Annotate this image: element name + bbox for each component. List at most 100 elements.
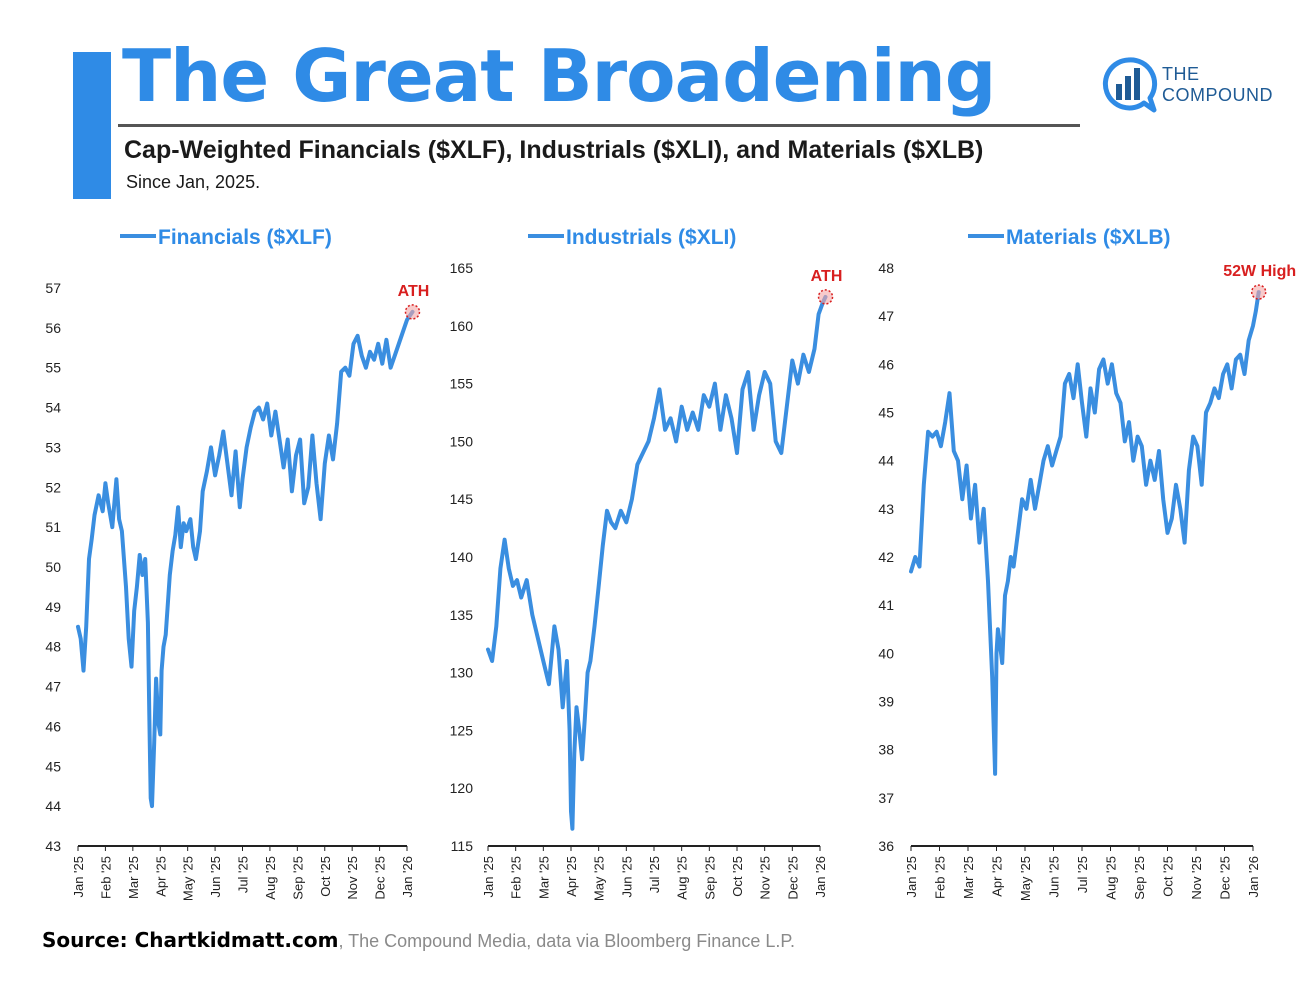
financials-xtick-label: Mar '25: [126, 856, 141, 899]
industrials-ytick-label: 130: [450, 665, 474, 681]
financials-ytick-label: 44: [45, 798, 61, 814]
logo-line-1: THE: [1162, 64, 1200, 84]
industrials-xtick-label: Jan '26: [813, 856, 828, 898]
materials-ytick-label: 38: [878, 742, 894, 758]
materials-ytick-label: 47: [878, 308, 894, 324]
industrials-xtick-label: Jul '25: [647, 856, 662, 893]
financials-ytick-label: 52: [45, 479, 61, 495]
financials-ytick-label: 51: [45, 519, 61, 535]
industrials-ytick-label: 125: [450, 722, 474, 738]
financials-xtick-label: Jan '25: [71, 856, 86, 898]
compound-logo-icon: [1102, 57, 1158, 113]
materials-ytick-label: 45: [878, 405, 894, 421]
financials-xtick-label: Feb '25: [98, 856, 113, 899]
financials-xtick-label: Jun '25: [208, 856, 223, 898]
materials-xtick-label: Oct '25: [1161, 856, 1176, 897]
financials-ytick-label: 43: [45, 838, 61, 854]
materials-xtick-label: May '25: [1018, 856, 1033, 901]
materials-series-line: [909, 290, 1261, 776]
industrials-xtick-label: Mar '25: [536, 856, 551, 899]
financials-ytick-label: 53: [45, 439, 61, 455]
materials-ytick-label: 48: [878, 260, 894, 276]
financials-ytick-label: 45: [45, 758, 61, 774]
logo-line-2: COMPOUND: [1162, 85, 1273, 105]
materials-annotation-label: 52W High: [1223, 263, 1296, 280]
industrials-ytick-label: 160: [450, 318, 474, 334]
source-label: Source: Chartkidmatt.com: [42, 928, 339, 952]
financials-annotation-marker: [404, 304, 421, 320]
date-range-note: Since Jan, 2025.: [126, 172, 261, 192]
financials-xtick-label: Nov '25: [345, 856, 360, 900]
title-accent-bar: [73, 52, 111, 199]
financials-ytick-label: 56: [45, 320, 61, 336]
materials-xtick-label: Mar '25: [961, 856, 976, 899]
financials-xtick-label: Dec '25: [373, 856, 388, 900]
industrials-xtick-label: Feb '25: [509, 856, 524, 899]
industrials-xtick-label: Aug '25: [675, 856, 690, 900]
materials-xtick-label: Apr '25: [990, 856, 1005, 897]
materials-xtick-label: Sep '25: [1132, 856, 1147, 900]
industrials-ytick-label: 155: [450, 376, 474, 392]
source-footnote: Source: Chartkidmatt.com, The Compound M…: [42, 928, 795, 953]
industrials-ytick-label: 120: [450, 780, 474, 796]
materials-ytick-label: 36: [878, 838, 894, 854]
industrials-ytick-label: 135: [450, 607, 474, 623]
financials-ytick-label: 46: [45, 718, 61, 734]
financials-ytick-label: 48: [45, 639, 61, 655]
materials-annotation-marker: [1250, 284, 1267, 300]
title-divider: [118, 124, 1080, 127]
financials-xtick-label: May '25: [181, 856, 196, 901]
materials-xtick-label: Feb '25: [933, 856, 948, 899]
industrials-series-line: [486, 294, 828, 831]
materials-ytick-label: 40: [878, 645, 894, 661]
industrials-ytick-label: 150: [450, 433, 474, 449]
financials-xtick-label: Oct '25: [318, 856, 333, 897]
materials-ytick-label: 39: [878, 694, 894, 710]
materials-xtick-label: Dec '25: [1218, 856, 1233, 900]
financials-xtick-label: Jul '25: [236, 856, 251, 893]
the-compound-logo: THE COMPOUND: [1098, 54, 1298, 114]
financials-legend-label: Financials ($XLF): [158, 226, 332, 249]
industrials-ytick-label: 145: [450, 491, 474, 507]
financials-ytick-label: 50: [45, 559, 61, 575]
financials-xtick-label: Jan '26: [400, 856, 415, 898]
materials-xtick-label: Jun '25: [1047, 856, 1062, 898]
industrials-ytick-label: 115: [451, 838, 474, 854]
financials-ytick-label: 49: [45, 599, 61, 615]
source-details: , The Compound Media, data via Bloomberg…: [338, 931, 796, 951]
materials-xtick-label: Jan '26: [1246, 856, 1261, 898]
industrials-xtick-label: Oct '25: [730, 856, 745, 897]
materials-ytick-label: 41: [878, 597, 894, 613]
financials-ytick-label: 47: [45, 679, 61, 695]
industrials-annotation-marker: [817, 289, 834, 305]
industrials-ytick-label: 140: [450, 549, 474, 565]
industrials-ytick-label: 165: [450, 260, 474, 276]
materials-xtick-label: Jan '25: [904, 856, 919, 898]
financials-xtick-label: Aug '25: [263, 856, 278, 900]
industrials-xtick-label: Jun '25: [619, 856, 634, 898]
chart-subtitle: Cap-Weighted Financials ($XLF), Industri…: [124, 136, 984, 164]
materials-xtick-label: Aug '25: [1104, 856, 1119, 900]
financials-annotation-label: ATH: [398, 283, 430, 300]
industrials-xtick-label: Dec '25: [785, 856, 800, 900]
materials-legend-label: Materials ($XLB): [1006, 226, 1171, 249]
materials-ytick-label: 42: [878, 549, 894, 565]
financials-series-line: [76, 309, 415, 809]
financials-xtick-label: Apr '25: [153, 856, 168, 897]
industrials-xtick-label: Apr '25: [564, 856, 579, 897]
industrials-legend-label: Industrials ($XLI): [566, 226, 736, 249]
industrials-xtick-label: May '25: [592, 856, 607, 901]
financials-ytick-label: 57: [45, 280, 61, 296]
materials-ytick-label: 46: [878, 356, 894, 372]
materials-xtick-label: Nov '25: [1189, 856, 1204, 900]
page-title: The Great Broadening: [122, 34, 996, 118]
charts-area: Financials ($XLF) 43 44 45 46 47 48 49 50 51 52 53 5…: [45, 226, 1296, 901]
materials-ytick-label: 43: [878, 501, 894, 517]
financials-ytick-label: 54: [45, 400, 61, 416]
materials-ytick-label: 37: [878, 790, 894, 806]
materials-ytick-label: 44: [878, 453, 894, 469]
industrials-xtick-label: Sep '25: [702, 856, 717, 900]
materials-xtick-label: Jul '25: [1075, 856, 1090, 893]
financials-ytick-label: 55: [45, 360, 61, 376]
financials-xtick-label: Sep '25: [290, 856, 305, 900]
